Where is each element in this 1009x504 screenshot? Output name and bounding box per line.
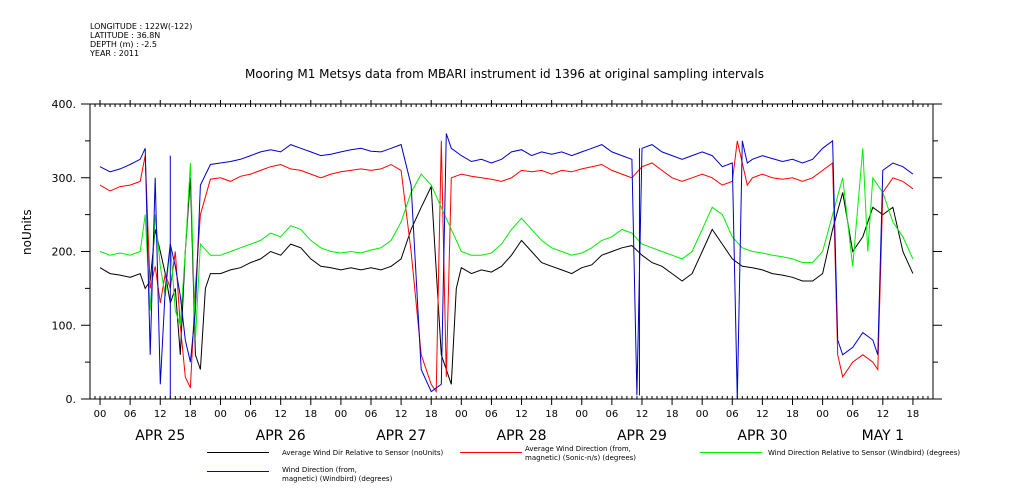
x-day-label: MAY 1 xyxy=(862,428,904,444)
x-tick-label: 12 xyxy=(274,409,287,420)
x-tick-label: 18 xyxy=(304,409,317,420)
x-tick-label: 06 xyxy=(365,409,378,420)
x-tick-label: 06 xyxy=(124,409,137,420)
x-tick-label: 18 xyxy=(545,409,558,420)
x-tick-label: 12 xyxy=(395,409,408,420)
series-line-0 xyxy=(99,177,914,385)
series-line-2 xyxy=(99,148,914,341)
x-tick-label: 12 xyxy=(515,409,528,420)
x-tick-label: 18 xyxy=(184,409,197,420)
series-line-3 xyxy=(99,133,914,400)
legend-swatch-windbird-magnetic xyxy=(207,471,269,472)
x-tick-label: 18 xyxy=(907,409,920,420)
x-tick-label: 00 xyxy=(214,409,227,420)
y-tick-label: 100. xyxy=(52,319,77,332)
x-tick-label: 00 xyxy=(455,409,468,420)
legend-swatch-relative-sensor xyxy=(207,452,269,453)
chart-title: Mooring M1 Metsys data from MBARI instru… xyxy=(245,67,764,81)
legend-swatch-windbird-relative xyxy=(700,452,762,453)
meta-latitude: LATITUDE : 36.8N xyxy=(90,31,161,40)
x-tick-label: 18 xyxy=(666,409,679,420)
legend-swatch-sonic xyxy=(460,452,522,453)
x-day-label: APR 26 xyxy=(256,428,306,444)
y-tick-label: 300. xyxy=(52,172,77,185)
y-tick-label: 200. xyxy=(52,246,77,259)
x-tick-label: 06 xyxy=(485,409,498,420)
x-tick-label: 12 xyxy=(876,409,889,420)
x-day-label: APR 30 xyxy=(737,428,787,444)
axis-layer: 0. 100. 200. 300. 400. 00 06 12 18 00 06 12 18 00 06 12… xyxy=(52,98,942,444)
meta-longitude: LONGITUDE : 122W(-122) xyxy=(90,22,193,31)
x-day-label: APR 29 xyxy=(617,428,667,444)
x-day-label: APR 28 xyxy=(497,428,547,444)
x-tick-label: 00 xyxy=(575,409,588,420)
x-tick-label: 06 xyxy=(244,409,257,420)
x-tick-label: 00 xyxy=(335,409,348,420)
x-tick-label: 00 xyxy=(816,409,829,420)
meta-depth: DEPTH (m) : -2.5 xyxy=(90,40,157,49)
x-tick-label: 06 xyxy=(605,409,618,420)
legend-label-windbird-relative: Wind Direction Relative to Sensor (Windb… xyxy=(768,449,961,457)
series-layer xyxy=(99,133,914,400)
x-tick-label: 00 xyxy=(94,409,107,420)
x-tick-label: 06 xyxy=(846,409,859,420)
x-tick-label: 00 xyxy=(696,409,709,420)
x-day-label: APR 25 xyxy=(135,428,185,444)
plot-frame xyxy=(89,103,934,400)
x-tick-label: 18 xyxy=(786,409,799,420)
x-tick-label: 18 xyxy=(425,409,438,420)
x-tick-label: 06 xyxy=(726,409,739,420)
x-day-label: APR 27 xyxy=(376,428,426,444)
x-tick-label: 12 xyxy=(756,409,769,420)
x-tick-label: 12 xyxy=(636,409,649,420)
legend-label-sonic: Average Wind Direction (from, magnetic) … xyxy=(525,445,637,462)
meta-year: YEAR : 2011 xyxy=(90,49,140,58)
series-line-1 xyxy=(99,140,914,394)
y-tick-label: 0. xyxy=(66,393,77,406)
legend-label-windbird-magnetic: Wind Direction (from, magnetic) (Windbir… xyxy=(282,466,393,483)
y-tick-label: 400. xyxy=(52,98,77,111)
legend-label-relative-sensor: Average Wind Dir Relative to Sensor (noU… xyxy=(282,449,444,457)
x-tick-label: 12 xyxy=(154,409,167,420)
